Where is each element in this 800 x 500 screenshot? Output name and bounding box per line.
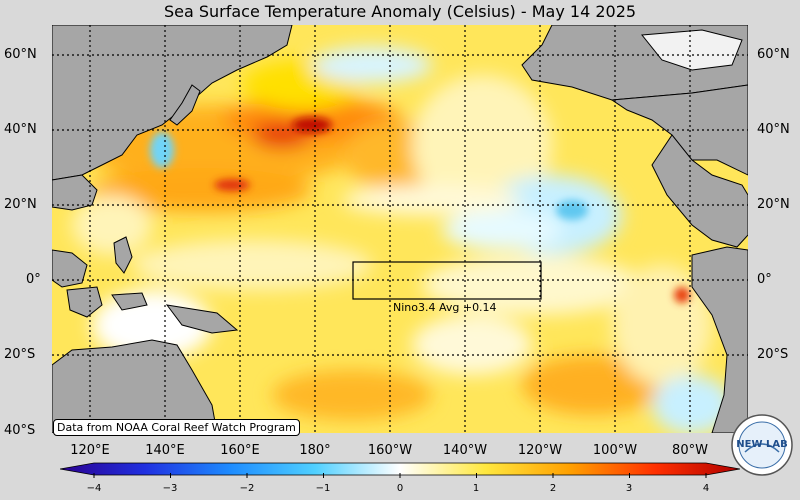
- land-philippines: [113, 236, 133, 274]
- lat-label-left-eq: 0°: [26, 272, 41, 287]
- lon-label-100w: 100°W: [592, 443, 638, 458]
- lat-label-left-20n: 20°N: [4, 197, 37, 212]
- lat-label-right-20n: 20°N: [757, 197, 790, 212]
- land-new-guinea: [165, 304, 239, 334]
- land-mexico-central-america: [651, 134, 748, 248]
- nino34-label: Nino3.4 Avg +0.14: [393, 301, 497, 314]
- colorbar-tick: −4: [86, 483, 102, 494]
- nino34-box: [352, 261, 542, 300]
- colorbar-tick: 0: [396, 483, 404, 494]
- lat-label-right-40n: 40°N: [757, 122, 790, 137]
- land-borneo: [66, 286, 103, 318]
- land-masses: [52, 25, 748, 433]
- colorbar-tick: −1: [315, 483, 331, 494]
- colorbar-tick: −2: [239, 483, 255, 494]
- land-indochina: [52, 249, 88, 288]
- logo-text: NEW LAB: [736, 439, 787, 450]
- lon-label-140e: 140°E: [145, 443, 185, 458]
- land-south-america: [691, 246, 748, 433]
- strong-anomaly-spots: [150, 117, 748, 303]
- lat-label-left-40n: 40°N: [4, 122, 37, 137]
- lon-label-120w: 120°W: [517, 443, 563, 458]
- lat-label-right-60n: 60°N: [757, 47, 790, 62]
- land-sulawesi: [111, 292, 148, 311]
- lat-label-right-20s: 20°S: [757, 347, 789, 362]
- land-ice: [641, 29, 743, 71]
- colorbar-tick: 2: [549, 483, 557, 494]
- land-japan: [169, 84, 201, 126]
- lon-label-160w: 160°W: [367, 443, 413, 458]
- lat-label-left-60n: 60°N: [4, 47, 37, 62]
- lon-label-120e: 120°E: [70, 443, 110, 458]
- lat-label-right-eq: 0°: [757, 272, 772, 287]
- new-lab-logo: NEW LAB: [731, 414, 793, 476]
- lon-label-180: 180°: [299, 443, 331, 458]
- lon-label-160e: 160°E: [220, 443, 260, 458]
- lat-label-left-40s: 40°S: [4, 423, 36, 438]
- colorbar-tick: 1: [472, 483, 480, 494]
- colorbar-tick: 4: [702, 483, 710, 494]
- graticule: [52, 25, 748, 433]
- lon-label-140w: 140°W: [442, 443, 488, 458]
- colorbar-tick: 3: [625, 483, 633, 494]
- map-title: Sea Surface Temperature Anomaly (Celsius…: [163, 2, 637, 21]
- lat-label-left-20s: 20°S: [4, 347, 36, 362]
- data-credit: Data from NOAA Coral Reef Watch Program: [53, 419, 300, 436]
- land-australia: [52, 339, 218, 433]
- lon-label-80w: 80°W: [672, 443, 708, 458]
- colorbar: [60, 462, 740, 478]
- sst-anomaly-map: Nino3.4 Avg +0.14: [52, 25, 748, 433]
- land-north-america: [610, 84, 748, 176]
- colorbar-tick: −3: [162, 483, 178, 494]
